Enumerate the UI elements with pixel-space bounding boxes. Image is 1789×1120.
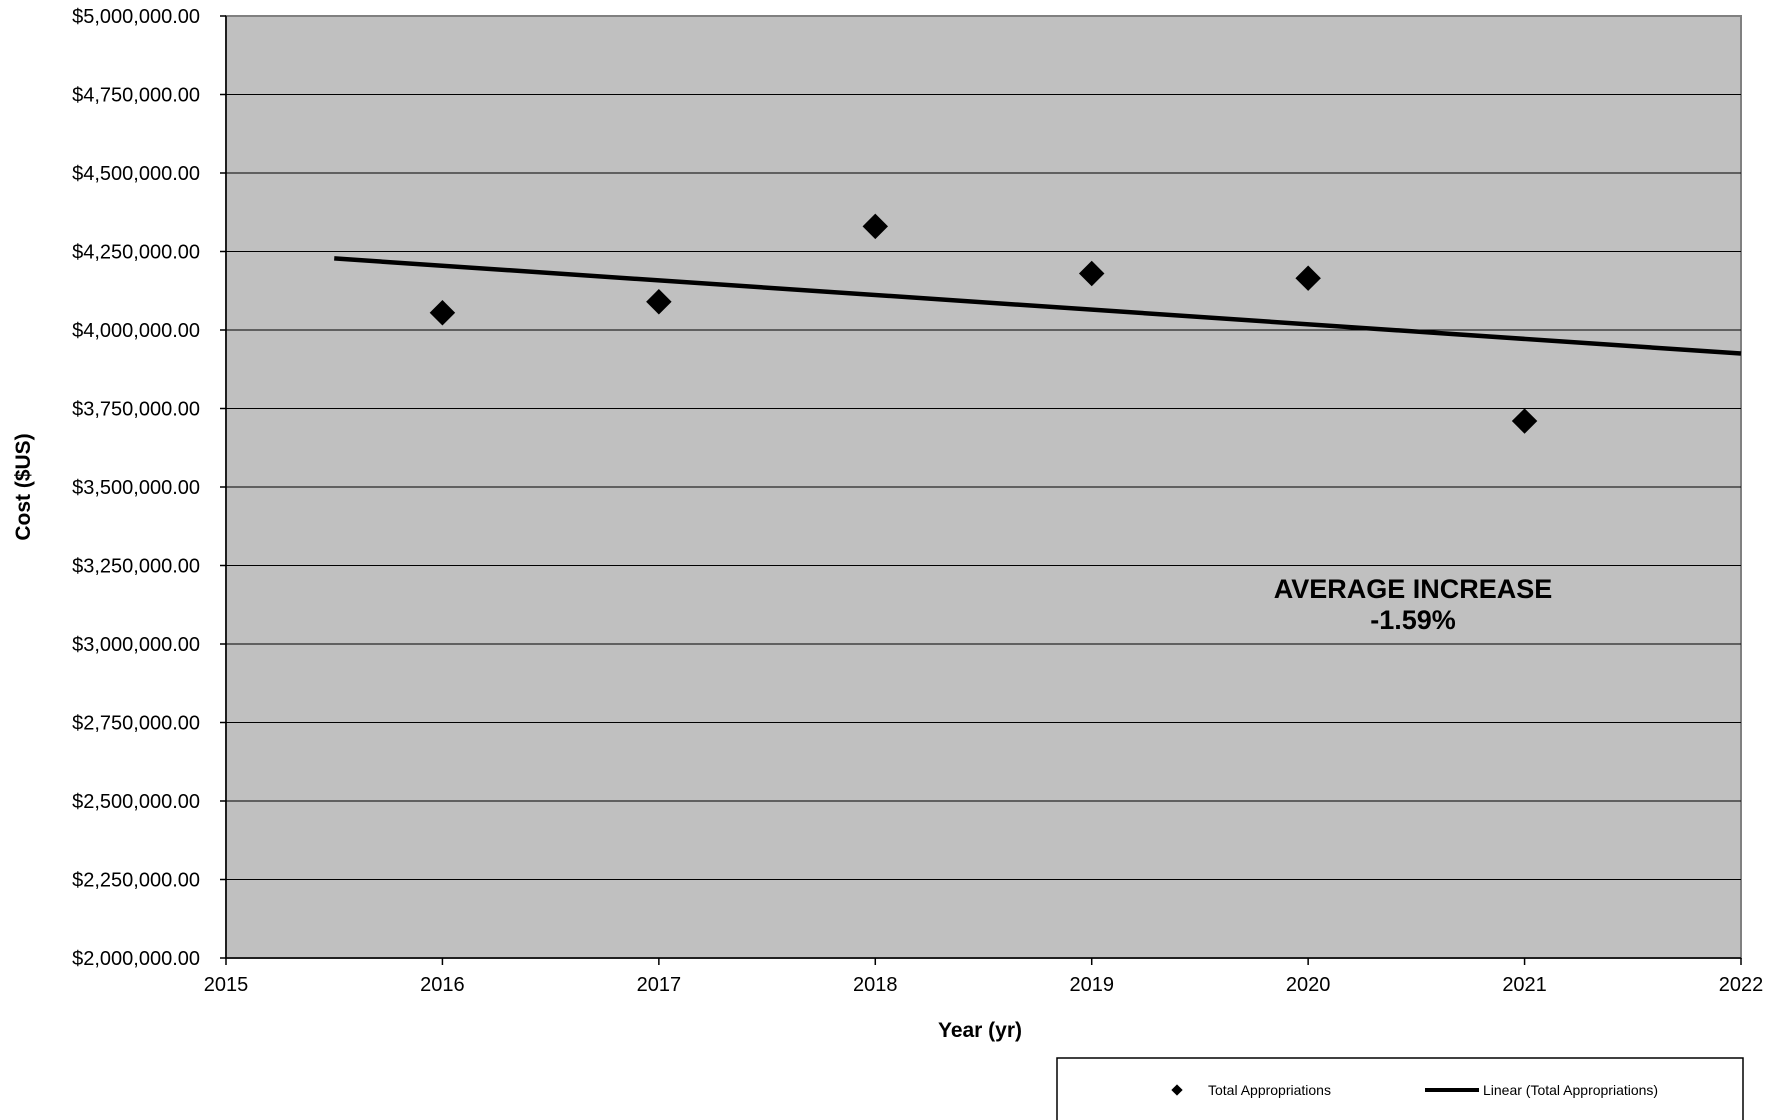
x-tick-label: 2017 <box>637 974 682 996</box>
y-tick-label: $2,500,000.00 <box>72 791 200 813</box>
annotation-line-2: -1.59% <box>1370 605 1456 635</box>
x-tick-label: 2019 <box>1069 974 1114 996</box>
legend-box <box>1056 1057 1744 1120</box>
trendline-layer <box>334 256 1742 356</box>
y-tick-label: $3,250,000.00 <box>72 556 200 578</box>
y-tick-label: $4,000,000.00 <box>72 320 200 342</box>
legend-label-trendline: Linear (Total Appropriations) <box>1483 1082 1658 1098</box>
y-tick-label: $3,500,000.00 <box>72 477 200 499</box>
data-point <box>862 213 889 240</box>
y-tick-label: $3,000,000.00 <box>72 634 200 656</box>
x-axis-title: Year (yr) <box>938 1019 1022 1042</box>
x-tick-label: 2022 <box>1719 974 1764 996</box>
y-axis-ticks: $2,000,000.00 $2,250,000.00 $2,500,000.00 $… <box>72 6 226 970</box>
x-axis-ticks: 2015 2016 2017 2018 2019 2020 2021 2022 <box>204 958 1764 996</box>
legend-diamond-marker <box>1171 1084 1183 1096</box>
data-point <box>429 300 456 326</box>
y-tick-label: $4,500,000.00 <box>72 163 200 185</box>
x-tick-label: 2018 <box>853 974 898 996</box>
trendline <box>334 256 1742 356</box>
legend: Total Appropriations Linear (Total Appro… <box>1056 1057 1744 1120</box>
annotation-line-1: AVERAGE INCREASE <box>1274 574 1553 604</box>
y-tick-label: $5,000,000.00 <box>72 6 200 28</box>
y-tick-label: $2,250,000.00 <box>72 870 200 892</box>
x-tick-label: 2015 <box>204 974 249 996</box>
y-tick-label: $3,750,000.00 <box>72 399 200 421</box>
data-point <box>646 289 672 315</box>
y-tick-label: $2,000,000.00 <box>72 948 200 970</box>
y-axis-title: Cost ($US) <box>12 433 35 540</box>
x-tick-label: 2016 <box>420 974 465 996</box>
legend-label-points: Total Appropriations <box>1208 1082 1331 1098</box>
y-tick-label: $2,750,000.00 <box>72 713 200 735</box>
x-tick-label: 2020 <box>1286 974 1331 996</box>
x-tick-label: 2021 <box>1502 974 1547 996</box>
y-tick-label: $4,750,000.00 <box>72 85 200 107</box>
y-tick-label: $4,250,000.00 <box>72 242 200 264</box>
gridlines <box>226 94 1741 880</box>
